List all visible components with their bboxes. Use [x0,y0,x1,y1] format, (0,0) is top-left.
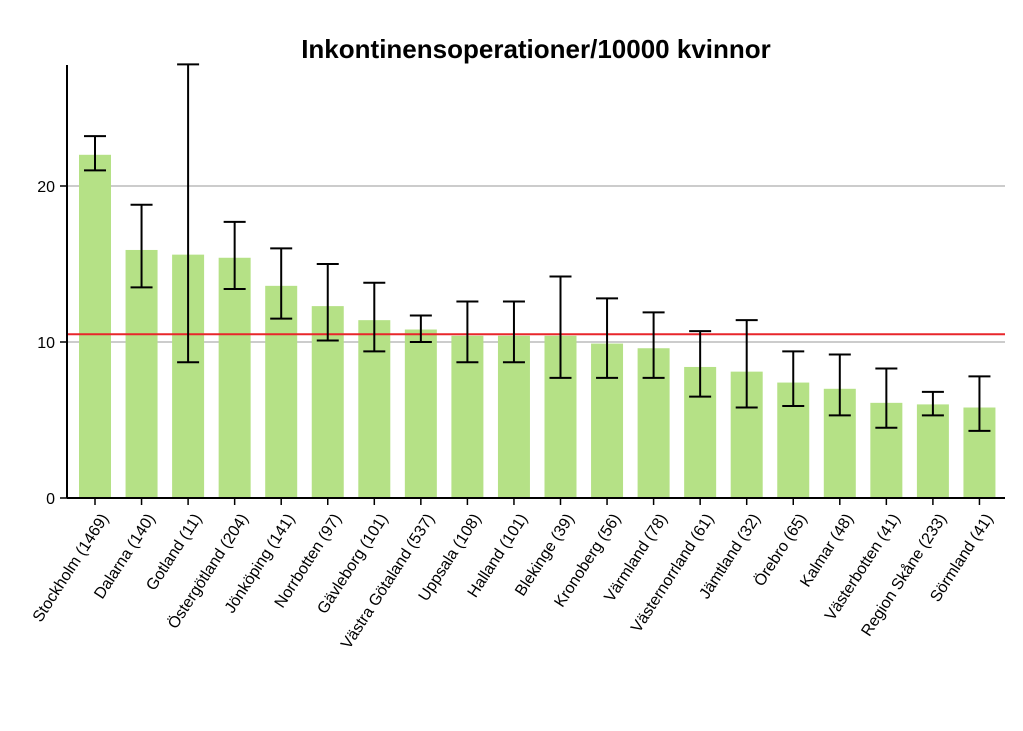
error-bar [968,375,991,432]
category-label: Stockholm (1469) [30,511,113,625]
grid-lines [67,185,1005,343]
error-bar [363,281,386,353]
error-bar [177,63,200,364]
bar [916,404,949,498]
category-label: Västernorrland (61) [628,511,717,636]
error-bar [875,367,898,429]
bar [404,329,437,498]
error-bar [689,330,712,398]
y-tick-labels: 0 10 20 [37,179,55,508]
category-label: Östergötland (204) [164,510,252,632]
y-tick-label: 20 [37,179,55,196]
category-label: Västra Götaland (537) [338,511,438,652]
error-bar [828,353,851,417]
error-bar [130,203,153,289]
bars [79,154,996,499]
error-bar [456,300,479,364]
error-bar [642,311,665,379]
category-labels: Stockholm (1469)Dalarna (140)Gotland (11… [30,510,997,652]
category-label: Region Skåne (233) [858,510,951,639]
chart-title: Inkontinensoperationer/10000 kvinnor [301,34,771,64]
y-tick-label: 0 [46,491,55,508]
error-bar [549,275,572,379]
bar [265,285,298,498]
error-bar [782,350,805,407]
bar [125,249,158,498]
axes [60,65,1005,505]
bar [218,257,251,498]
bar [79,154,111,499]
error-bar [270,247,293,320]
error-bar [223,220,246,290]
error-bar [316,263,339,342]
error-bar [409,314,432,343]
error-bar [921,390,944,417]
error-bar [502,300,525,364]
y-tick-label: 10 [37,335,55,352]
error-bar [84,135,106,172]
error-bar [596,297,619,379]
error-bar [735,319,758,409]
error-bars [84,63,991,432]
